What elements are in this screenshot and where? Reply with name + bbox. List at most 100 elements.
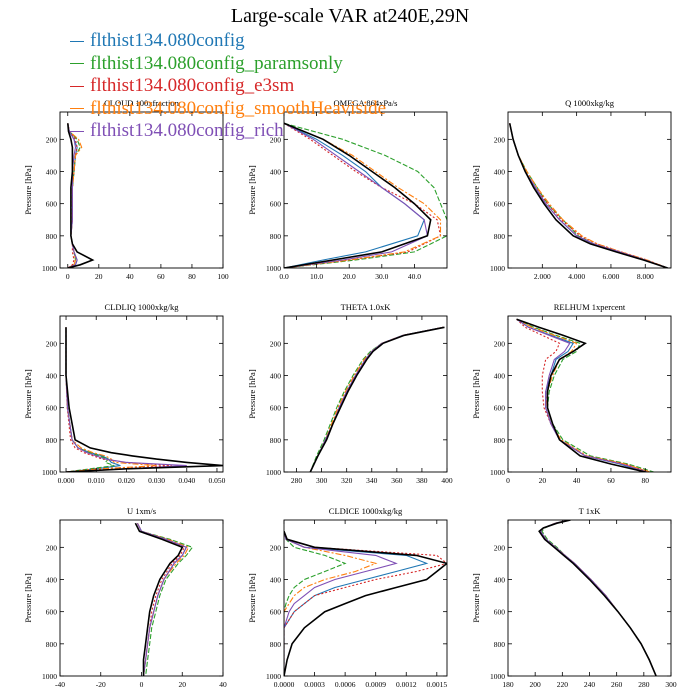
y-axis-label: Pressure [hPa] [471,573,481,623]
series-group [284,122,447,268]
series-line-black [65,327,223,472]
legend-swatch [70,130,84,132]
x-tick-label: 40.0 [408,272,421,281]
y-tick-label: 400 [46,372,58,381]
y-axis-label: Pressure [hPa] [247,369,257,419]
x-tick-label: 80 [642,476,650,485]
y-axis-label: Pressure [hPa] [247,165,257,215]
y-tick-label: 400 [494,372,506,381]
y-tick-label: 800 [46,436,58,445]
y-tick-label: 200 [46,543,58,552]
series-group [508,123,668,268]
series-group [65,327,223,472]
series-line-black [516,318,646,472]
y-tick-label: 1000 [266,468,281,477]
plot-frame [59,111,224,269]
series-line-black [284,531,447,676]
series-line-flthist134.080config_smoothHeaviside [539,520,657,676]
x-tick-label: 280 [638,680,650,689]
series-group [538,520,657,676]
subplot-title: Q 1000xkg/kg [565,98,615,108]
series-line-flthist134.080config_e3sm [539,520,657,676]
series-line-flthist134.080config_paramsonly [509,123,668,268]
x-tick-label: 40 [126,272,134,281]
y-axis-label: Pressure [hPa] [471,165,481,215]
chart-panel: CLDICE 1000xkg/kg Pressure [hPa] 200 400 600… [247,506,448,689]
x-tick-label: 0.010 [88,476,105,485]
y-tick-label: 1000 [490,468,505,477]
y-tick-label: 1000 [490,264,505,273]
legend-label: flthist134.080config [90,30,245,52]
y-axis-label: Pressure [hPa] [471,369,481,419]
series-line-flthist134.080config_smoothHeaviside [516,318,651,472]
series-line-flthist134.080config_rich [284,122,429,268]
series-line-flthist134.080config_paramsonly [541,520,657,676]
legend: flthist134.080config flthist134.080config… [70,30,386,143]
x-tick-label: 0.0009 [365,680,386,689]
series-line-flthist134.080config_paramsonly [284,122,447,268]
series-line-flthist134.080config_smoothHeaviside [65,327,157,472]
y-tick-label: 1000 [490,672,505,681]
y-tick-label: 400 [494,168,506,177]
series-line-flthist134.080config [284,531,429,676]
y-tick-label: 400 [270,372,282,381]
x-tick-label: 0 [66,272,70,281]
legend-entry: flthist134.080config_smoothHeaviside [70,98,386,121]
series-group [284,531,447,676]
series-line-flthist134.080config_e3sm [284,122,442,268]
y-axis-label: Pressure [hPa] [23,165,33,215]
series-line-flthist134.080config_paramsonly [136,522,194,676]
y-tick-label: 1000 [42,672,57,681]
x-tick-label: 320 [341,476,353,485]
series-line-flthist134.080config_rich [509,123,668,268]
x-tick-label: 0.0003 [304,680,325,689]
y-tick-label: 400 [270,576,282,585]
x-tick-label: 60 [157,272,165,281]
y-tick-label: 1000 [42,468,57,477]
y-tick-label: 400 [494,576,506,585]
plot-frame [283,315,448,473]
legend-entry: flthist134.080config_e3sm [70,75,386,98]
series-line-black [134,522,184,676]
series-line-flthist134.080config_rich [67,123,78,268]
y-tick-label: 1000 [266,672,281,681]
plot-frame [59,519,224,677]
y-tick-label: 400 [46,576,58,585]
x-tick-label: 0.020 [118,476,135,485]
x-tick-label: 30.0 [375,272,388,281]
x-tick-label: 0 [506,476,510,485]
x-tick-label: 0.0012 [396,680,417,689]
chart-panel: THETA 1.0xK Pressure [hPa] 200 400 600 800 100… [247,302,453,485]
x-tick-label: 20.0 [343,272,356,281]
series-line-black [508,123,668,268]
x-tick-label: 200 [530,680,542,689]
figure-title: Large-scale VAR at240E,29N [230,5,470,27]
series-line-black [67,123,95,268]
y-tick-label: 800 [46,232,58,241]
series-group [134,522,194,676]
x-tick-label: 100 [217,272,229,281]
series-line-flthist134.080config_paramsonly [284,531,347,676]
series-line-flthist134.080config_rich [136,522,188,676]
series-line-flthist134.080config [539,520,657,676]
legend-label: flthist134.080config_paramsonly [90,52,343,74]
series-line-black [309,326,445,472]
y-axis-label: Pressure [hPa] [247,573,257,623]
legend-swatch [70,63,84,65]
series-line-black [284,122,432,268]
y-tick-label: 600 [46,404,58,413]
subplot-title: RELHUM 1xpercent [554,302,626,312]
x-tick-label: 0.030 [148,476,165,485]
series-line-flthist134.080config_rich [516,318,648,472]
y-tick-label: 600 [494,404,506,413]
y-tick-label: 200 [46,339,58,348]
y-tick-label: 800 [270,436,282,445]
y-tick-label: 1000 [266,264,281,273]
x-tick-label: 0.0006 [335,680,356,689]
series-line-flthist134.080config_rich [65,327,187,472]
y-tick-label: 600 [46,200,58,209]
